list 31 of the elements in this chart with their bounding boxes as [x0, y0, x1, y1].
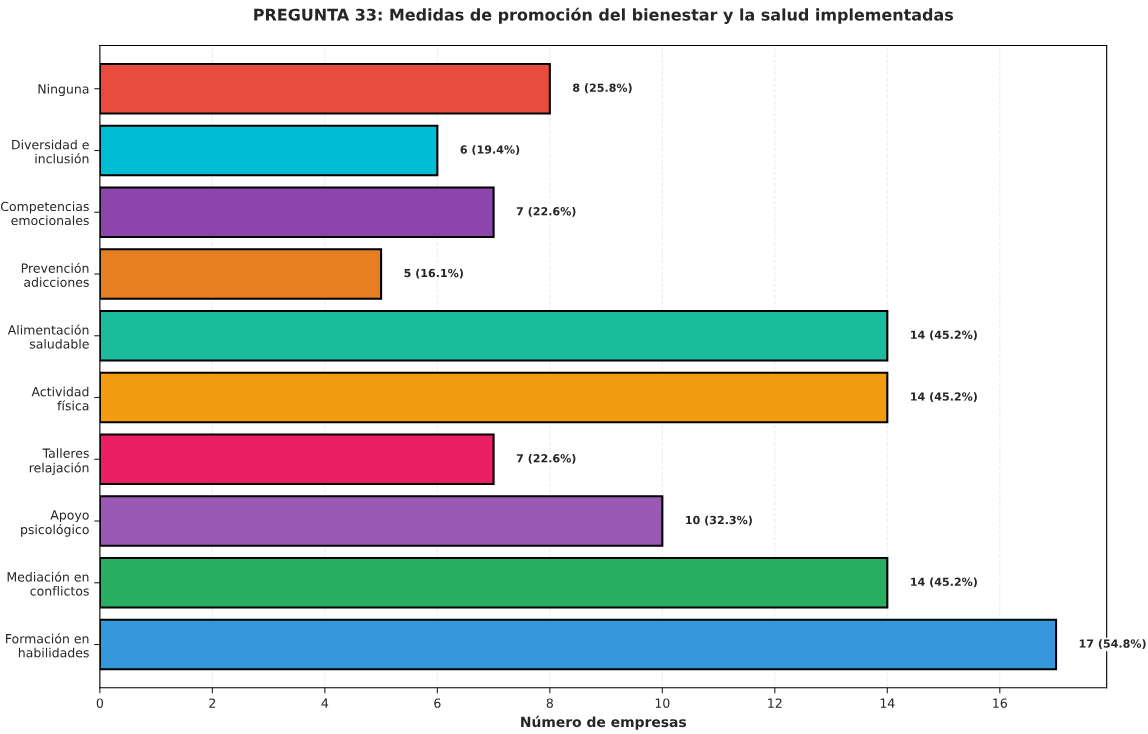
- y-tick-label: Diversidad e inclusión: [12, 139, 89, 164]
- x-tick-label: 6: [434, 698, 441, 708]
- chart-title: PREGUNTA 33: Medidas de promoción del bienestar y la salud implementadas: [254, 7, 953, 24]
- x-axis-title: Número de empresas: [521, 715, 687, 730]
- data-label: 14 (45.2%): [911, 577, 977, 588]
- x-tick-label: 2: [209, 698, 216, 708]
- data-label: 8 (25.8%): [573, 83, 632, 94]
- data-label: 14 (45.2%): [911, 330, 977, 341]
- y-tick-label: Ninguna: [38, 83, 89, 97]
- y-tick-label: Competencias emocionales: [0, 201, 89, 226]
- data-label: 5 (16.1%): [404, 268, 463, 279]
- x-tick-label: 0: [96, 698, 104, 708]
- data-label: 14 (45.2%): [911, 392, 977, 403]
- y-tick-label: Formación en habilidades: [6, 633, 89, 658]
- y-tick-label: Alimentación saludable: [7, 324, 89, 349]
- x-tick-label: 14: [880, 698, 895, 708]
- y-tick-label: Talleres relajación: [29, 448, 89, 475]
- x-tick-label: 12: [768, 698, 782, 708]
- y-tick-label: Mediación en conflictos: [7, 571, 89, 596]
- x-tick-label: 8: [546, 698, 553, 708]
- y-tick-label: Apoyo psicológico: [21, 510, 89, 537]
- data-label: 17 (54.8%): [1079, 639, 1146, 650]
- data-label: 7 (22.6%): [516, 453, 576, 464]
- data-label: 10 (32.3%): [686, 515, 752, 526]
- x-tick-label: 4: [321, 698, 329, 708]
- x-tick-label: 10: [655, 698, 670, 708]
- x-tick-label: 16: [993, 698, 1007, 708]
- data-label: 7 (22.6%): [516, 206, 576, 217]
- y-tick-label: Prevención adicciones: [21, 262, 89, 287]
- data-label: 6 (19.4%): [460, 145, 520, 156]
- y-tick-label: Actividad física: [31, 386, 89, 411]
